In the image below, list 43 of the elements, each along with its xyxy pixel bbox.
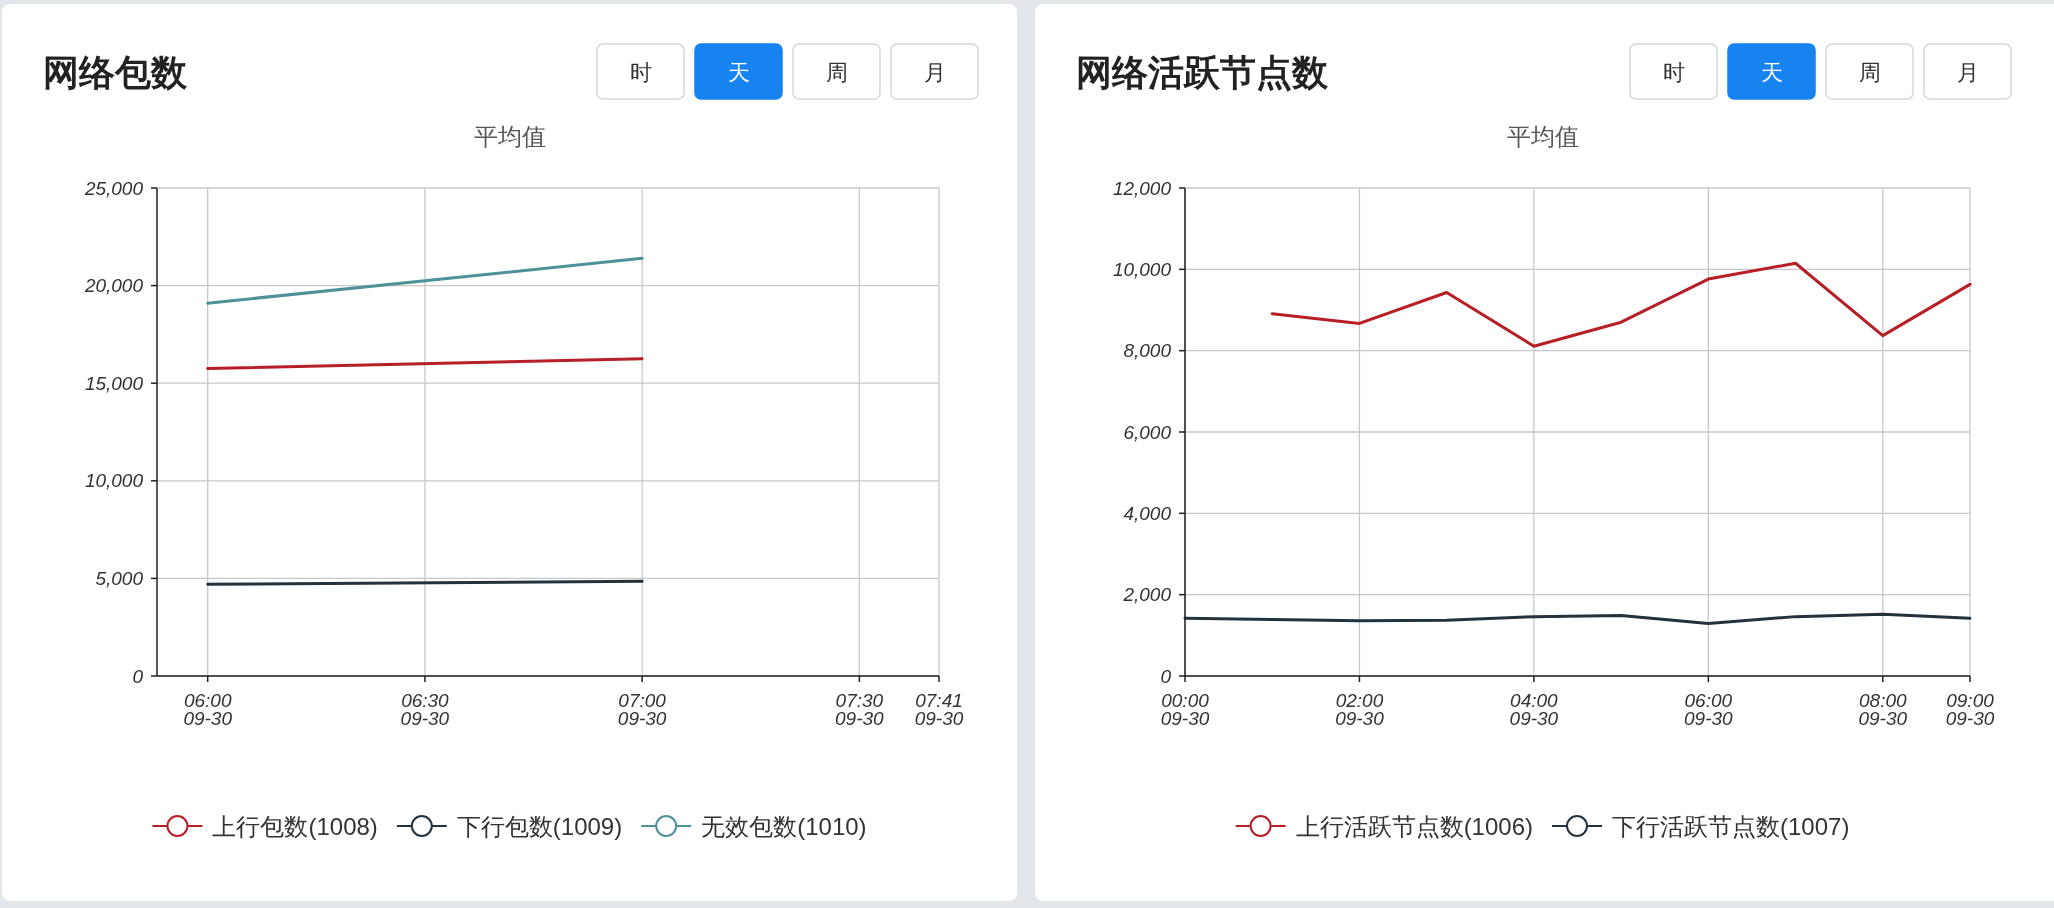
toggle-button: 时 [1629, 43, 1718, 100]
x-tick-label: 07:30 09-30 [835, 690, 885, 729]
legend-label: 下行活跃节点数(1007) [1612, 812, 1850, 840]
x-tick-label: 02:00 09-30 [1335, 690, 1385, 729]
x-tick-label: 06:00 09-30 [1684, 690, 1734, 729]
x-tick-label: 07:00 09-30 [617, 690, 667, 729]
chart-subtitle: 平均值 [1506, 123, 1579, 150]
line-series [1183, 612, 1972, 626]
y-tick-label: 4,000 [1123, 502, 1172, 524]
y-tick-label: 2,000 [1122, 584, 1172, 606]
chart-title: 网络包数 [43, 52, 188, 93]
toggle-button: 天 [694, 43, 783, 100]
y-tick-label: 0 [1160, 665, 1172, 687]
x-tick-label: 07:41 09-30 [914, 690, 964, 729]
toggle-button: 月 [890, 43, 979, 100]
y-tick-label: 0 [132, 665, 144, 687]
x-tick-label: 09:00 09-30 [1945, 690, 1995, 729]
y-tick-label: 6,000 [1123, 421, 1172, 443]
toggle-button: 周 [792, 43, 881, 100]
x-tick-label: 00:00 09-30 [1160, 690, 1210, 729]
legend-label: 下行包数(1009) [456, 812, 623, 840]
y-tick-label: 20,000 [83, 275, 144, 297]
toggle-button: 月 [1923, 43, 2012, 100]
legend-label: 上行包数(1008) [212, 812, 378, 840]
y-tick-label: 25,000 [83, 177, 144, 199]
y-tick-label: 10,000 [1112, 258, 1172, 280]
x-tick-label: 04:00 09-30 [1509, 690, 1559, 729]
x-tick-label: 06:00 09-30 [183, 690, 233, 729]
chart-subtitle: 平均值 [473, 123, 546, 150]
x-tick-label: 06:30 09-30 [400, 690, 450, 729]
legend-label: 无效包数(1010) [701, 812, 867, 840]
toggle-button: 时 [596, 43, 685, 100]
line-series [1270, 261, 1972, 348]
y-tick-label: 8,000 [1123, 340, 1172, 362]
y-tick-label: 10,000 [84, 470, 144, 492]
y-tick-label: 12,000 [1112, 177, 1172, 199]
toggle-button: 天 [1727, 43, 1816, 100]
x-tick-label: 08:00 09-30 [1858, 690, 1908, 729]
chart-title: 网络活跃节点数 [1076, 52, 1329, 93]
legend-label: 上行活跃节点数(1006) [1295, 812, 1533, 840]
y-tick-label: 15,000 [84, 372, 144, 394]
toggle-button: 周 [1825, 43, 1914, 100]
y-tick-label: 5,000 [95, 567, 144, 589]
